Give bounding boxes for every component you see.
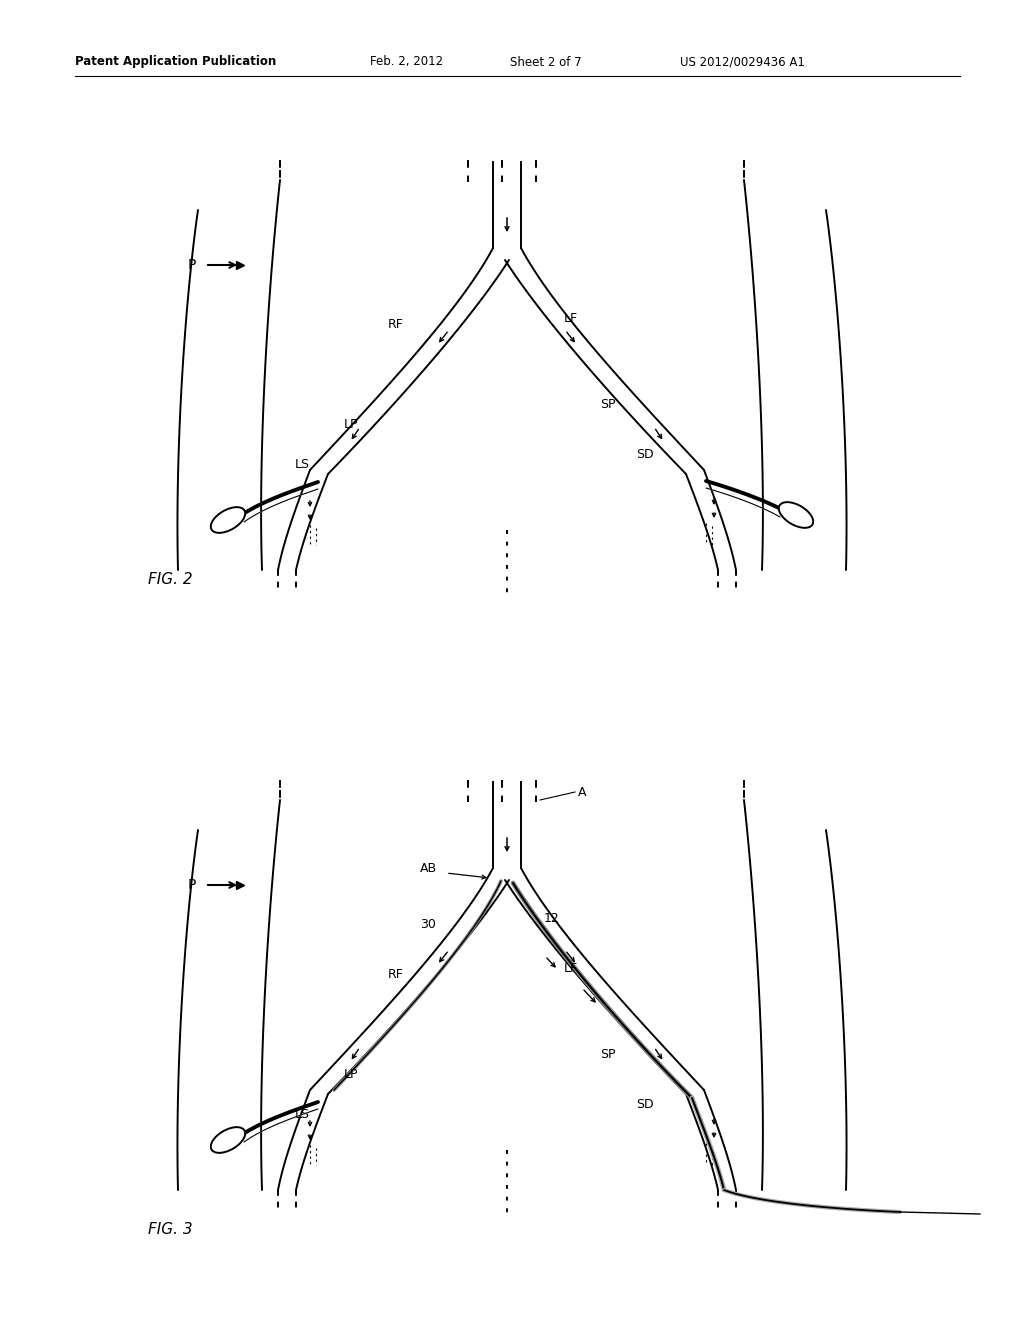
Text: Feb. 2, 2012: Feb. 2, 2012 (370, 55, 443, 69)
Text: US 2012/0029436 A1: US 2012/0029436 A1 (680, 55, 805, 69)
Ellipse shape (211, 507, 245, 533)
Text: RF: RF (388, 969, 403, 982)
Text: SD: SD (636, 449, 653, 462)
Text: Patent Application Publication: Patent Application Publication (75, 55, 276, 69)
Text: P: P (187, 257, 196, 272)
Text: A: A (578, 785, 587, 799)
Text: P: P (187, 878, 196, 892)
Text: SP: SP (600, 1048, 615, 1061)
Text: 12: 12 (544, 912, 560, 924)
Text: LF: LF (564, 961, 579, 974)
Text: LP: LP (344, 1068, 358, 1081)
Text: AB: AB (420, 862, 437, 874)
Text: FIG. 2: FIG. 2 (148, 573, 193, 587)
Text: 30: 30 (420, 919, 436, 932)
Ellipse shape (779, 502, 813, 528)
Text: FIG. 3: FIG. 3 (148, 1222, 193, 1238)
Text: Sheet 2 of 7: Sheet 2 of 7 (510, 55, 582, 69)
Text: LS: LS (295, 1109, 310, 1122)
Text: SP: SP (600, 399, 615, 412)
Text: RF: RF (388, 318, 403, 331)
Ellipse shape (211, 1127, 245, 1152)
Text: LF: LF (564, 312, 579, 325)
Text: SD: SD (636, 1098, 653, 1111)
Text: LP: LP (344, 418, 358, 432)
Text: LS: LS (295, 458, 310, 471)
